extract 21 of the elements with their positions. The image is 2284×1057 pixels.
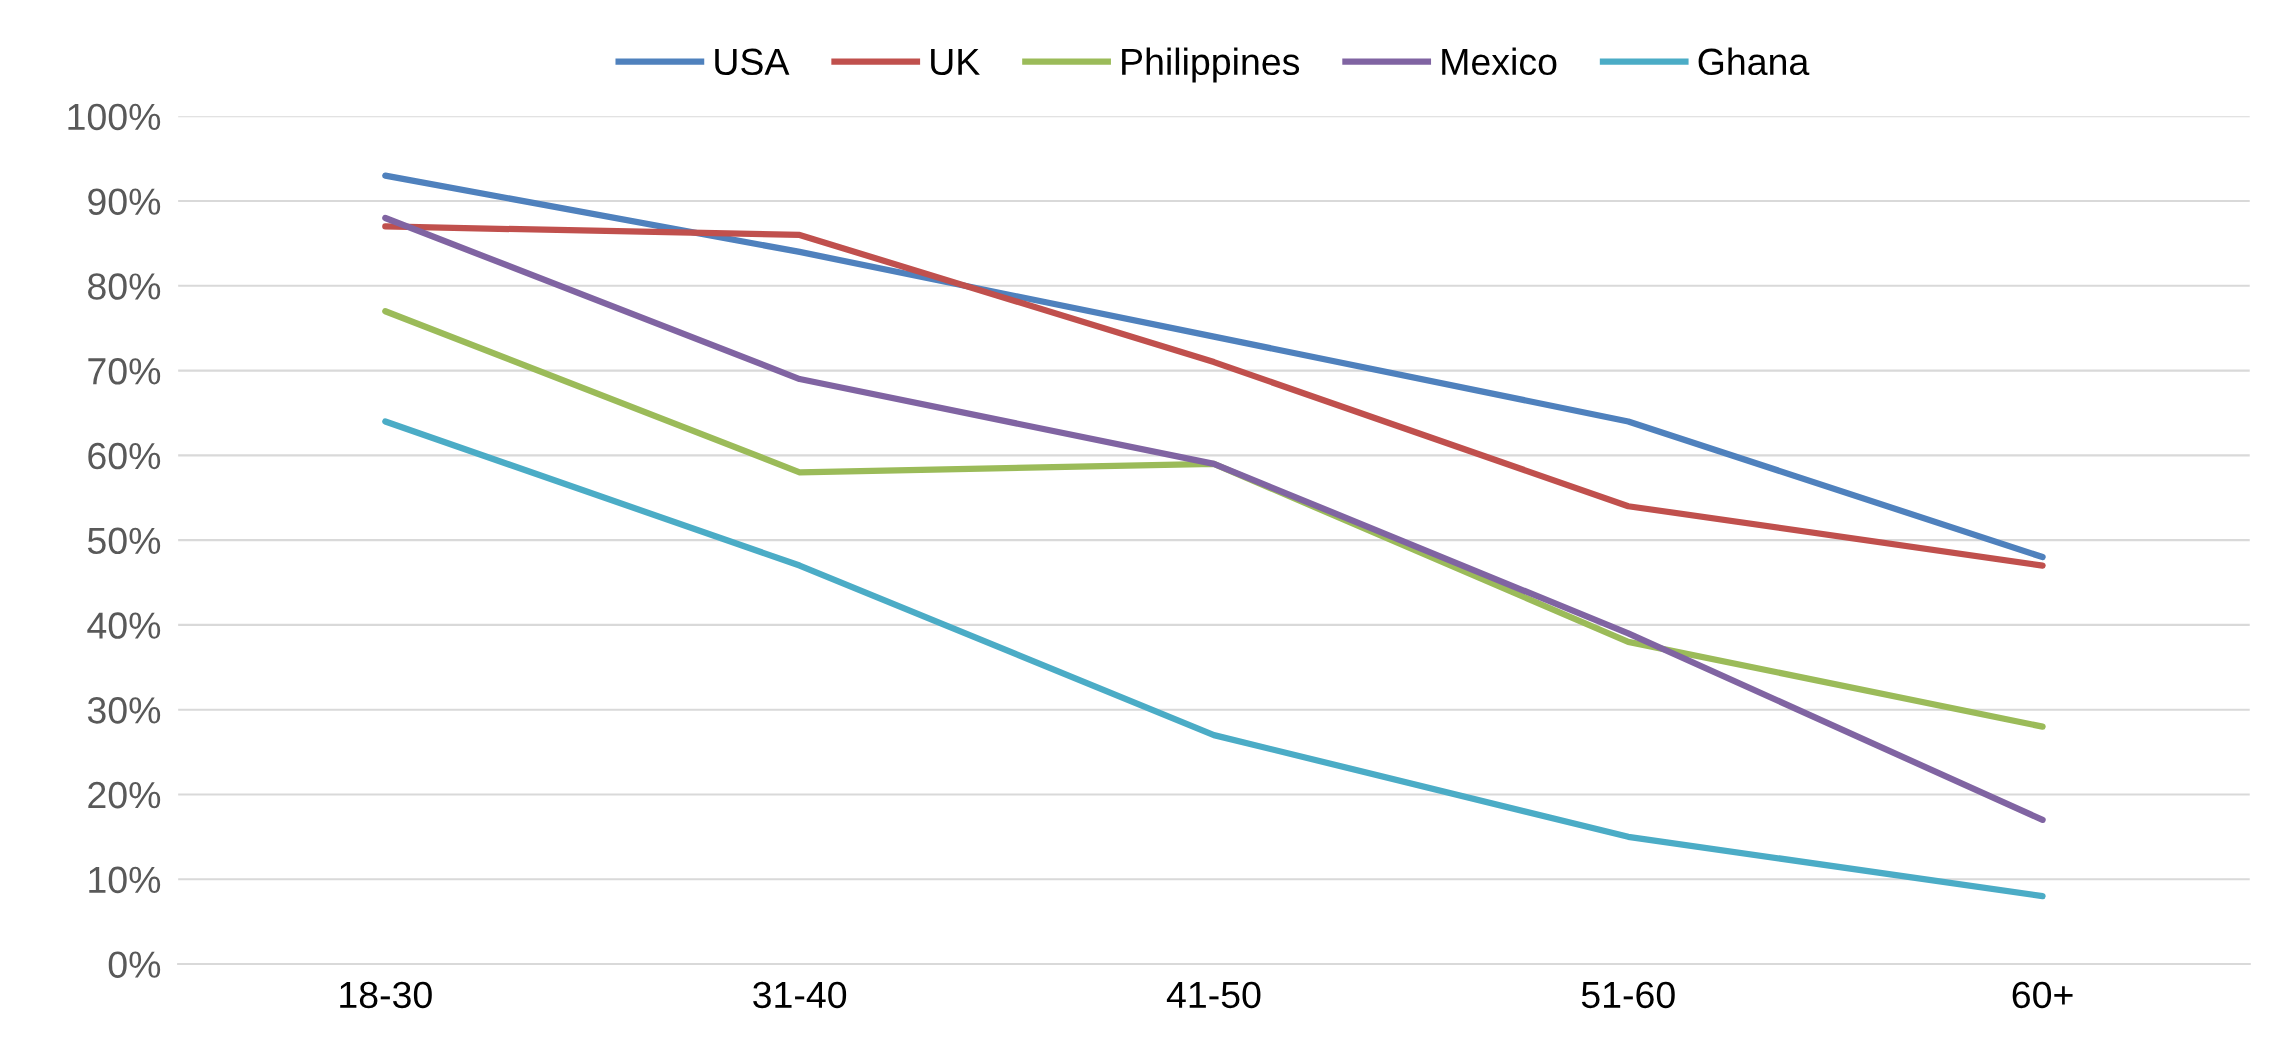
y-tick-label: 50% [87,527,161,555]
y-tick-label: 20% [88,781,161,809]
legend-label: UK [931,48,980,76]
x-tick-label: 51-60 [1581,981,1675,1009]
legend-label: Mexico [1442,47,1557,76]
y-tick-label: 70% [88,357,161,385]
legend-label: USA [715,48,790,76]
legend-label: Philippines [1122,47,1300,83]
y-tick-label: 100% [68,103,161,131]
x-tick-label: 60+ [2012,981,2073,1009]
y-tick-label: 0% [108,951,161,978]
x-tick-label: 31-40 [753,981,847,1009]
y-tick-label: 10% [89,866,161,894]
x-tick-label: 18-30 [340,981,432,1009]
x-tick-label: 41-50 [1166,981,1261,1009]
y-tick-label: 60% [88,442,161,470]
y-tick-label: 30% [87,697,161,724]
y-tick-label: 80% [88,273,161,300]
y-tick-label: 90% [88,188,161,215]
y-tick-label: 40% [87,612,161,639]
legend-label: Ghana [1698,47,1810,76]
